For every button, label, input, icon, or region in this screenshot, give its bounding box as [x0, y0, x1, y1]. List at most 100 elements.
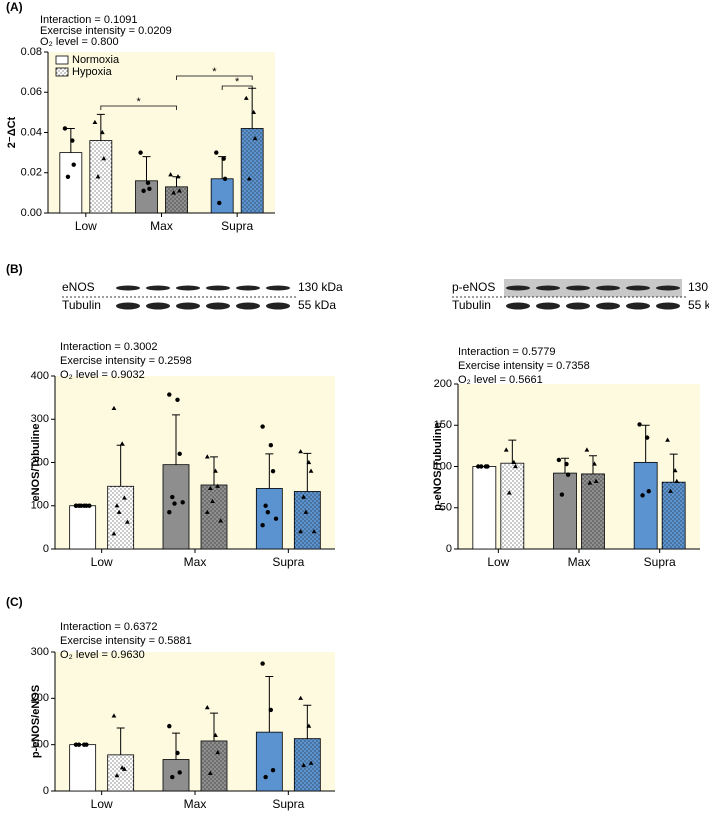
y-tick-label: 0.02 [21, 167, 42, 179]
x-tick-label: Low [75, 219, 97, 233]
y-axis-label: p-eNOS/eNOS [30, 685, 42, 758]
significance-bracket [100, 105, 177, 110]
blot-band [146, 302, 170, 310]
y-tick-label: 150 [434, 419, 452, 431]
significance-label: * [212, 66, 217, 78]
panel-label: (C) [6, 595, 23, 609]
x-tick-label: Low [91, 555, 113, 569]
bar [581, 473, 605, 550]
data-point [171, 190, 176, 195]
blot-label: Tubulin [452, 298, 491, 312]
blot-size: 130 kDa [298, 280, 343, 294]
data-point [511, 459, 517, 464]
blot-band [566, 302, 590, 310]
data-point [672, 468, 678, 473]
data-point [559, 492, 565, 497]
blot-label: p-eNOS [452, 280, 495, 294]
y-tick-label: 0 [43, 785, 49, 797]
blot-band [206, 302, 230, 310]
data-point [213, 732, 218, 737]
data-point [175, 397, 180, 402]
stat-text: O₂ level = 0.9630 [60, 649, 145, 661]
panel-label: (B) [6, 262, 23, 276]
blot-band [596, 302, 620, 310]
blot-label: eNOS [62, 280, 95, 294]
data-point [513, 463, 518, 469]
data-point [306, 459, 312, 465]
data-point [180, 500, 185, 505]
bar [255, 488, 283, 550]
data-point [167, 510, 172, 515]
data-point [556, 457, 562, 463]
blot-band [626, 302, 650, 310]
bar [107, 485, 135, 550]
bar [89, 140, 113, 214]
data-point [270, 767, 276, 773]
data-point [111, 713, 117, 718]
blot-label: Tubulin [62, 298, 101, 312]
x-tick-label: Max [184, 797, 207, 811]
blot-band [656, 285, 680, 291]
data-point [95, 174, 101, 179]
data-point [62, 126, 68, 131]
y-tick-label: 400 [31, 370, 49, 382]
data-point [167, 723, 172, 729]
data-point [99, 129, 105, 135]
data-point [121, 766, 127, 771]
x-tick-label: Supra [221, 219, 253, 233]
data-point [114, 503, 120, 508]
x-tick-label: Max [568, 555, 591, 569]
y-tick-label: 0.08 [21, 46, 42, 58]
legend-label: Hypoxia [72, 66, 113, 78]
stat-text: Exercise intensity = 0.7358 [458, 360, 590, 372]
y-tick-label: 200 [31, 456, 49, 468]
x-tick-label: Low [487, 555, 509, 569]
error-bar [265, 676, 274, 733]
x-tick-label: Max [150, 219, 173, 233]
data-point [70, 138, 75, 143]
data-point [210, 498, 215, 504]
bar [633, 461, 658, 550]
data-point [76, 742, 82, 747]
stat-text: Exercise intensity = 0.2598 [60, 355, 192, 367]
data-point [263, 774, 268, 780]
error-bar [142, 156, 151, 181]
bar [500, 462, 525, 550]
stat-text: Exercise intensity = 0.0209 [40, 25, 172, 37]
data-point [204, 509, 210, 514]
legend-swatch [55, 67, 69, 77]
y-tick-label: 0.06 [21, 86, 42, 98]
data-point [215, 483, 221, 488]
bar [135, 180, 158, 214]
error-bar [508, 439, 517, 464]
error-bar [172, 732, 180, 760]
y-axis-label: 2⁻ΔCt [6, 116, 18, 148]
y-tick-label: 200 [434, 378, 452, 390]
bar [165, 186, 188, 214]
data-point [584, 447, 590, 452]
legend-swatch [55, 55, 69, 65]
data-point [175, 174, 181, 179]
error-bar [218, 156, 227, 179]
blot-band [116, 285, 140, 291]
data-point [119, 441, 125, 446]
data-point [260, 424, 265, 429]
data-point [301, 762, 307, 768]
data-point [668, 488, 673, 493]
data-point [147, 186, 152, 192]
bar [661, 481, 686, 550]
data-point [204, 454, 210, 459]
plot-background [55, 376, 335, 549]
blot-band [236, 302, 260, 310]
data-point [73, 503, 79, 508]
y-tick-label: 100 [31, 739, 49, 751]
error-bar [303, 452, 312, 492]
data-point [306, 723, 312, 728]
blot-band [176, 302, 200, 310]
stat-text: Exercise intensity = 0.5881 [60, 635, 192, 647]
data-point [177, 770, 182, 775]
data-point [273, 516, 279, 521]
bar [59, 152, 83, 214]
data-point [215, 749, 221, 755]
error-bar [265, 453, 274, 489]
